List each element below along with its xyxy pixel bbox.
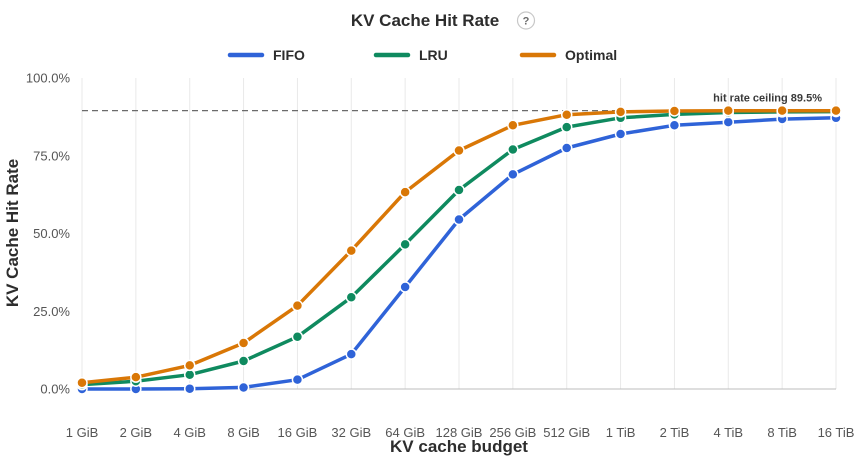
y-tick-label: 50.0% [33,226,70,241]
data-point-optimal [76,377,88,389]
x-tick-label: 512 GiB [543,425,590,440]
x-tick-label: 4 TiB [713,425,743,440]
data-point-lru [345,291,358,304]
x-tick-label: 128 GiB [436,425,483,440]
hit-rate-ceiling-label: hit rate ceiling 89.5% [713,93,822,105]
data-point-optimal [776,104,788,117]
data-point-optimal [130,371,142,383]
x-tick-label: 16 TiB [818,425,855,440]
x-tick-label: 2 TiB [660,425,690,440]
data-point-fifo [560,142,573,154]
data-point-optimal [237,337,250,349]
x-axis: 1 GiB 2 GiB 4 GiB 8 GiB 16 GiB 32 GiB 64 GiB 12… [66,425,855,440]
series-layer [76,104,842,395]
data-point-fifo [507,168,519,181]
data-point-lru [237,355,250,367]
data-point-fifo [722,116,735,128]
grid [81,78,837,390]
question-mark-icon[interactable]: ? [516,11,536,30]
data-point-fifo [345,348,358,360]
data-point-optimal [722,104,735,117]
legend-item-lru: LRU [373,47,448,63]
data-point-fifo [668,119,681,132]
y-tick-label: 75.0% [33,148,70,163]
data-point-lru [291,331,304,343]
data-point-optimal [453,144,465,157]
x-tick-label: 32 GiB [331,425,371,440]
data-point-fifo [183,382,196,395]
x-tick-label: 1 TiB [606,425,636,440]
y-axis-title: KV Cache Hit Rate [3,159,22,307]
data-point-lru [507,143,519,156]
help-icon-circle[interactable] [516,11,536,30]
x-tick-label: 1 GiB [66,425,99,440]
legend: FIFO LRU Optimal [227,47,617,63]
help-icon-glyph: ? [523,16,530,28]
data-point-fifo [614,128,627,140]
data-point-fifo [291,373,304,386]
legend-label-lru: LRU [419,47,448,63]
x-tick-label: 8 GiB [227,425,260,440]
y-axis: 0.0% 25.0% 50.0% 75.0% 100.0% [26,71,71,397]
data-point-lru [183,368,196,381]
data-point-lru [453,184,465,196]
x-tick-label: 8 TiB [767,425,797,440]
y-tick-label: 25.0% [33,304,70,319]
y-tick-label: 100.0% [26,71,71,86]
data-point-optimal [399,186,411,198]
x-tick-label: 4 GiB [173,425,206,440]
x-tick-label: 2 GiB [120,425,153,440]
x-tick-label: 64 GiB [385,425,425,440]
data-point-optimal [830,104,842,117]
legend-label-optimal: Optimal [565,47,617,63]
chart-title: KV Cache Hit Rate [351,11,499,30]
series-optimal [76,104,842,389]
x-axis-title: KV cache budget [390,437,528,456]
data-point-optimal [668,105,681,117]
legend-label-fifo: FIFO [273,47,305,63]
data-point-optimal [183,359,196,372]
data-point-optimal [560,108,573,121]
legend-item-fifo: FIFO [227,47,305,63]
legend-item-optimal: Optimal [519,47,617,63]
data-point-optimal [507,119,519,132]
data-point-optimal [614,106,627,118]
data-point-fifo [453,213,465,226]
data-point-optimal [345,244,358,257]
x-tick-label: 256 GiB [489,425,536,440]
y-tick-label: 0.0% [40,382,70,397]
data-point-fifo [399,281,411,293]
chart-header: KV Cache Hit Rate ? [351,11,536,30]
x-tick-label: 16 GiB [278,425,318,440]
data-point-lru [399,238,411,251]
annotations: hit rate ceiling 89.5% [82,93,836,112]
data-point-lru [560,121,573,133]
data-point-optimal [291,299,304,312]
data-point-fifo [237,381,250,394]
